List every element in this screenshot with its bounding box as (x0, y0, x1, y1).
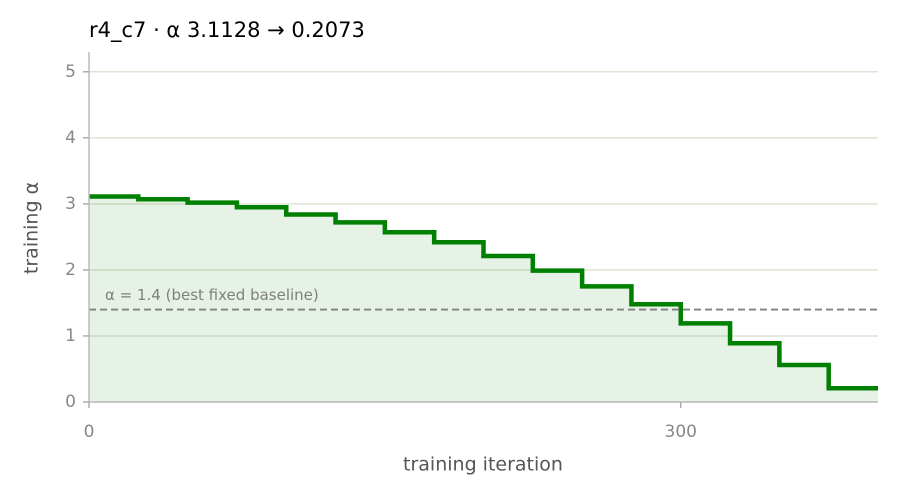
x-tick-label: 300 (665, 422, 697, 442)
chart-title: r4_c7 · α 3.1128 → 0.2073 (89, 18, 365, 43)
baseline-label: α = 1.4 (best fixed baseline) (105, 286, 319, 304)
y-axis-label: training α (21, 182, 43, 274)
y-tick-label: 5 (65, 62, 76, 82)
step-line (89, 194, 878, 391)
y-tick-label: 4 (65, 128, 76, 148)
y-tick-label: 3 (65, 194, 76, 214)
y-tick-label: 2 (65, 260, 76, 280)
y-tick-label: 0 (65, 392, 76, 412)
y-tick-label: 1 (65, 326, 76, 346)
x-tick-label: 0 (84, 422, 95, 442)
x-axis-label: training iteration (403, 454, 563, 476)
area-fill (89, 196, 878, 402)
